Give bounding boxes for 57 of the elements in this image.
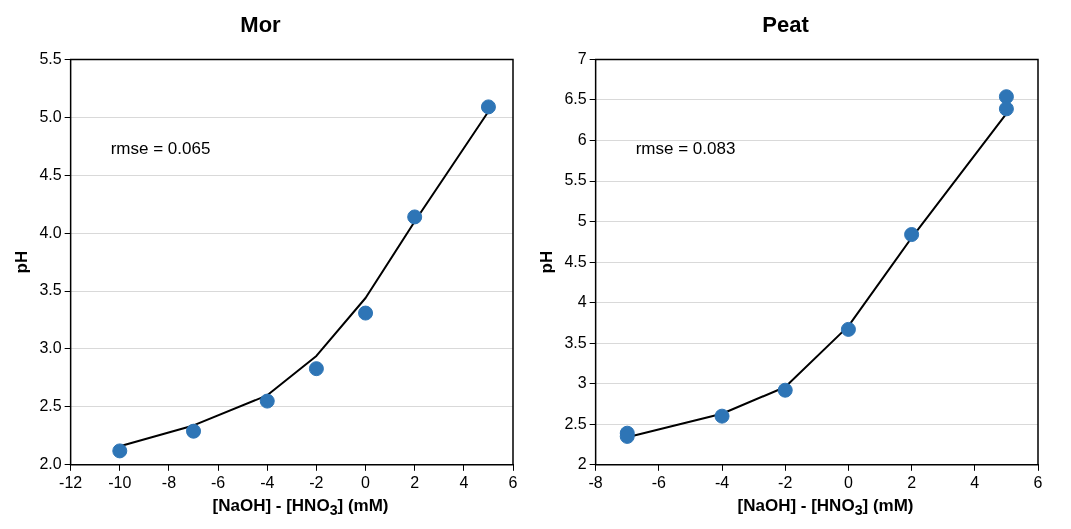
y-tick-label: 6 bbox=[577, 130, 587, 148]
x-tick-label: -10 bbox=[108, 473, 132, 491]
y-tick-label: 5.0 bbox=[39, 107, 62, 125]
x-tick-label: 4 bbox=[970, 473, 980, 491]
point bbox=[308, 361, 324, 377]
y-tick-label: 4.0 bbox=[39, 223, 62, 241]
y-tick-label: 2.0 bbox=[39, 455, 62, 473]
point bbox=[407, 209, 423, 225]
point bbox=[777, 382, 793, 398]
x-tick-label: 0 bbox=[843, 473, 853, 491]
x-tick-label: 0 bbox=[361, 473, 371, 491]
y-tick-label: 6.5 bbox=[564, 90, 587, 108]
y-tick-label: 2 bbox=[577, 455, 587, 473]
x-axis-title: [NaOH] - [HNO$_{3}$] (mM) bbox=[211, 496, 390, 519]
x-tick-label: -6 bbox=[651, 473, 667, 491]
annotation: rmse = 0.083 bbox=[635, 139, 736, 159]
point bbox=[358, 305, 374, 321]
x-tick-label: 6 bbox=[1033, 473, 1043, 491]
point bbox=[904, 227, 920, 243]
x-tick-label: -2 bbox=[309, 473, 324, 491]
point bbox=[186, 423, 202, 439]
chart-title: Mor bbox=[240, 12, 282, 38]
x-axis-title: [NaOH] - [HNO$_{3}$] (mM) bbox=[736, 496, 915, 519]
y-tick-label: 3 bbox=[577, 374, 587, 392]
x-tick-label: 4 bbox=[459, 473, 469, 491]
annotation: rmse = 0.065 bbox=[110, 139, 211, 159]
y-tick-label: 4.5 bbox=[39, 165, 62, 183]
point bbox=[259, 393, 275, 409]
y-tick-label: 5 bbox=[577, 211, 587, 229]
point bbox=[112, 443, 128, 459]
y-tick-label: 4 bbox=[577, 293, 587, 311]
point bbox=[714, 408, 730, 424]
point bbox=[840, 321, 856, 337]
y-tick-label: 2.5 bbox=[564, 414, 587, 432]
chart-title: Peat bbox=[762, 12, 810, 38]
point bbox=[998, 101, 1014, 117]
y-tick-label: 7 bbox=[577, 49, 587, 67]
x-tick-label: -4 bbox=[714, 473, 730, 491]
y-tick-label: 4.5 bbox=[564, 252, 587, 270]
point bbox=[480, 99, 496, 115]
x-tick-label: -4 bbox=[260, 473, 275, 491]
x-tick-label: -12 bbox=[59, 473, 83, 491]
y-tick-label: 3.5 bbox=[564, 333, 587, 351]
x-tick-label: 6 bbox=[508, 473, 518, 491]
x-tick-label: -8 bbox=[588, 473, 603, 491]
y-tick-label: 5.5 bbox=[564, 171, 587, 189]
x-tick-label: 2 bbox=[410, 473, 420, 491]
y-tick-label: 3.0 bbox=[39, 339, 62, 357]
y-tick-label: 5.5 bbox=[39, 49, 62, 67]
x-tick-label: -6 bbox=[210, 473, 226, 491]
x-tick-label: -2 bbox=[778, 473, 793, 491]
y-tick-label: 3.5 bbox=[39, 281, 62, 299]
x-tick-label: 2 bbox=[907, 473, 917, 491]
y-axis-title: pH bbox=[11, 250, 31, 274]
x-tick-label: -8 bbox=[161, 473, 177, 491]
y-tick-label: 2.5 bbox=[39, 397, 62, 415]
y-axis-title: pH bbox=[536, 250, 556, 274]
